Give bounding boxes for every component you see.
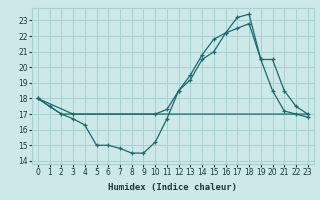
X-axis label: Humidex (Indice chaleur): Humidex (Indice chaleur)	[108, 183, 237, 192]
